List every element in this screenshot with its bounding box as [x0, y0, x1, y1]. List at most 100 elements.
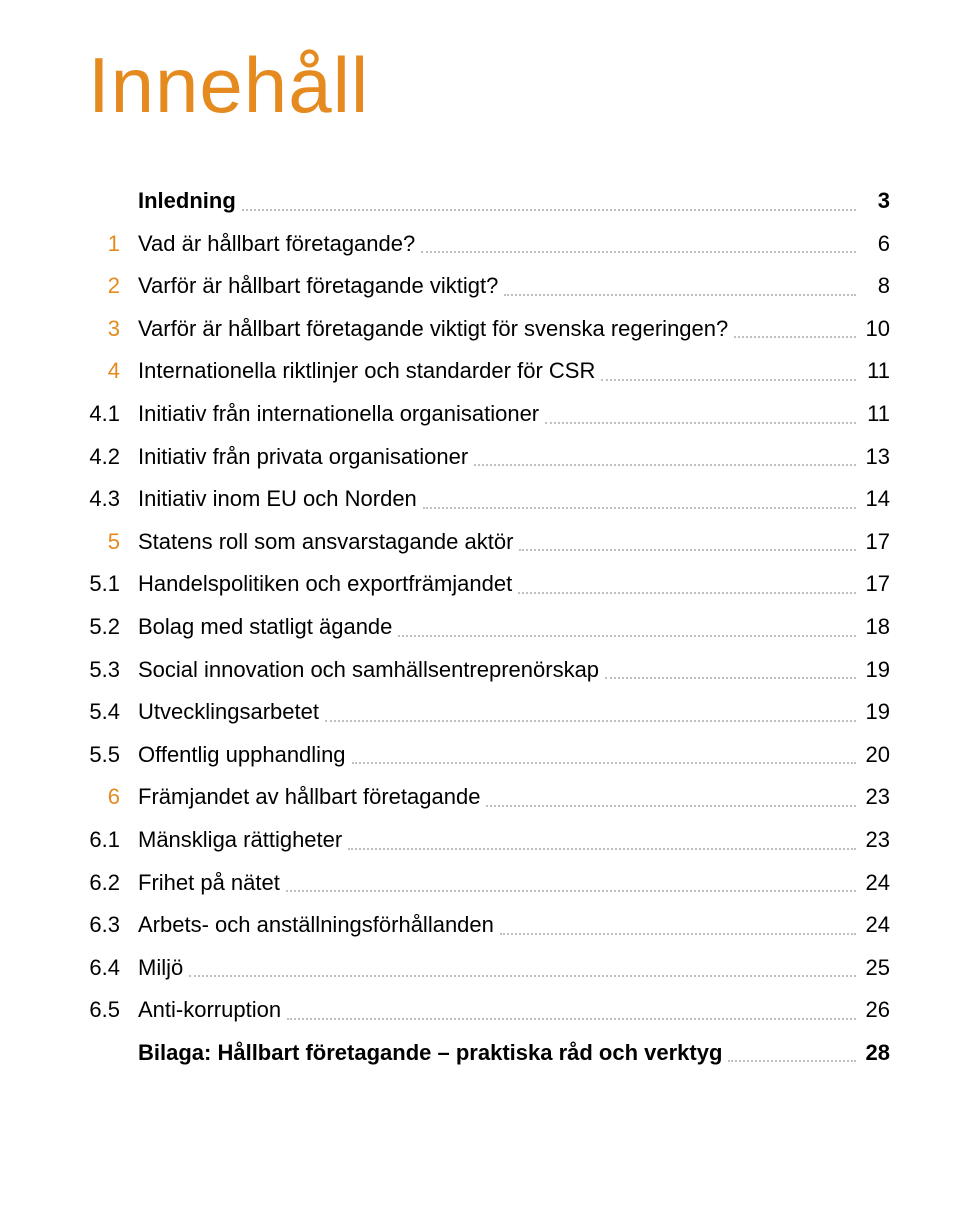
toc-page: 17 — [862, 570, 890, 599]
toc-page: 23 — [862, 826, 890, 855]
toc-row: 6.1Mänskliga rättigheter 23 — [70, 826, 890, 855]
toc-row: 4Internationella riktlinjer och standard… — [70, 357, 890, 386]
toc-row: 6.2Frihet på nätet 24 — [70, 869, 890, 898]
toc-row: 3Varför är hållbart företagande viktigt … — [70, 315, 890, 344]
toc-label: Varför är hållbart företagande viktigt f… — [138, 315, 728, 344]
toc-row: Bilaga: Hållbart företagande – praktiska… — [70, 1039, 890, 1068]
toc-label: Miljö — [138, 954, 183, 983]
toc-page: 28 — [862, 1039, 890, 1068]
toc-row: 5.4Utvecklingsarbetet 19 — [70, 698, 890, 727]
toc-label: Frihet på nätet — [138, 869, 280, 898]
toc-row: Inledning 3 — [70, 187, 890, 216]
toc-number: 5.4 — [70, 698, 138, 727]
toc-number: 6.1 — [70, 826, 138, 855]
toc-row: 1Vad är hållbart företagande? 6 — [70, 230, 890, 259]
toc-label: Initiativ från internationella organisat… — [138, 400, 539, 429]
toc-page: 24 — [862, 911, 890, 940]
toc-label: Initiativ från privata organisationer — [138, 443, 468, 472]
toc-number: 4.1 — [70, 400, 138, 429]
toc-label: Vad är hållbart företagande? — [138, 230, 415, 259]
toc-leader — [504, 294, 856, 296]
toc-leader — [189, 975, 856, 977]
toc-number: 4 — [70, 357, 138, 386]
toc-page: 18 — [862, 613, 890, 642]
toc-label: Varför är hållbart företagande viktigt? — [138, 272, 498, 301]
toc-page: 19 — [862, 698, 890, 727]
toc-label: Offentlig upphandling — [138, 741, 346, 770]
toc-number: 5.3 — [70, 656, 138, 685]
toc-label: Främjandet av hållbart företagande — [138, 783, 480, 812]
toc-page: 25 — [862, 954, 890, 983]
toc-number: 2 — [70, 272, 138, 301]
toc-label: Anti-korruption — [138, 996, 281, 1025]
toc-row: 5Statens roll som ansvarstagande aktör17 — [70, 528, 890, 557]
toc-page: 20 — [862, 741, 890, 770]
toc-row: 5.5Offentlig upphandling20 — [70, 741, 890, 770]
toc-row: 6Främjandet av hållbart företagande 23 — [70, 783, 890, 812]
toc-number: 6.4 — [70, 954, 138, 983]
toc-number: 6.3 — [70, 911, 138, 940]
toc-leader — [242, 209, 856, 211]
toc-number: 1 — [70, 230, 138, 259]
toc-page: 17 — [862, 528, 890, 557]
toc-row: 5.2Bolag med statligt ägande 18 — [70, 613, 890, 642]
toc-label: Utvecklingsarbetet — [138, 698, 319, 727]
toc-number: 5.1 — [70, 570, 138, 599]
toc-row: 6.5Anti-korruption 26 — [70, 996, 890, 1025]
toc-page: 6 — [862, 230, 890, 259]
toc-label: Internationella riktlinjer och standarde… — [138, 357, 595, 386]
toc-leader — [348, 848, 856, 850]
toc-leader — [500, 933, 856, 935]
toc-number: 6 — [70, 783, 138, 812]
toc-page: 24 — [862, 869, 890, 898]
toc-row: 5.1Handelspolitiken och exportfrämjandet… — [70, 570, 890, 599]
toc-label: Handelspolitiken och exportfrämjandet — [138, 570, 512, 599]
toc-leader — [421, 251, 856, 253]
toc-label: Initiativ inom EU och Norden — [138, 485, 417, 514]
toc-leader — [518, 592, 856, 594]
toc-page: 13 — [862, 443, 890, 472]
toc-number: 6.5 — [70, 996, 138, 1025]
toc-number: 4.2 — [70, 443, 138, 472]
toc-label: Statens roll som ansvarstagande aktör — [138, 528, 513, 557]
toc-leader — [728, 1060, 856, 1062]
toc-label: Arbets- och anställningsförhållanden — [138, 911, 494, 940]
page-title: Innehåll — [88, 40, 890, 131]
toc-row: 2Varför är hållbart företagande viktigt?… — [70, 272, 890, 301]
toc-page: 23 — [862, 783, 890, 812]
toc-leader — [286, 890, 856, 892]
toc-page: 10 — [862, 315, 890, 344]
toc-leader — [519, 549, 856, 551]
toc-leader — [287, 1018, 856, 1020]
table-of-contents: Inledning 3 1Vad är hållbart företagande? 6… — [70, 187, 890, 1067]
toc-leader — [734, 336, 856, 338]
toc-label: Inledning — [138, 187, 236, 216]
toc-number: 3 — [70, 315, 138, 344]
toc-leader — [352, 762, 856, 764]
toc-page: 11 — [862, 400, 890, 429]
toc-page: 3 — [862, 187, 890, 216]
toc-page: 8 — [862, 272, 890, 301]
toc-number: 5.2 — [70, 613, 138, 642]
toc-label: Social innovation och samhällsentreprenö… — [138, 656, 599, 685]
toc-row: 4.1Initiativ från internationella organi… — [70, 400, 890, 429]
toc-leader — [601, 379, 856, 381]
toc-label: Bilaga: Hållbart företagande – praktiska… — [138, 1039, 722, 1068]
toc-leader — [545, 422, 856, 424]
toc-leader — [325, 720, 856, 722]
toc-number: 6.2 — [70, 869, 138, 898]
toc-leader — [605, 677, 856, 679]
toc-row: 6.4Miljö 25 — [70, 954, 890, 983]
toc-row: 6.3Arbets- och anställningsförhållanden 2… — [70, 911, 890, 940]
toc-number: 4.3 — [70, 485, 138, 514]
toc-page: 11 — [862, 357, 890, 386]
toc-label: Mänskliga rättigheter — [138, 826, 342, 855]
toc-row: 5.3Social innovation och samhällsentrepr… — [70, 656, 890, 685]
toc-label: Bolag med statligt ägande — [138, 613, 392, 642]
toc-page: 26 — [862, 996, 890, 1025]
toc-page: 14 — [862, 485, 890, 514]
toc-page: 19 — [862, 656, 890, 685]
toc-leader — [398, 635, 856, 637]
toc-row: 4.2Initiativ från privata organisationer… — [70, 443, 890, 472]
toc-leader — [474, 464, 856, 466]
